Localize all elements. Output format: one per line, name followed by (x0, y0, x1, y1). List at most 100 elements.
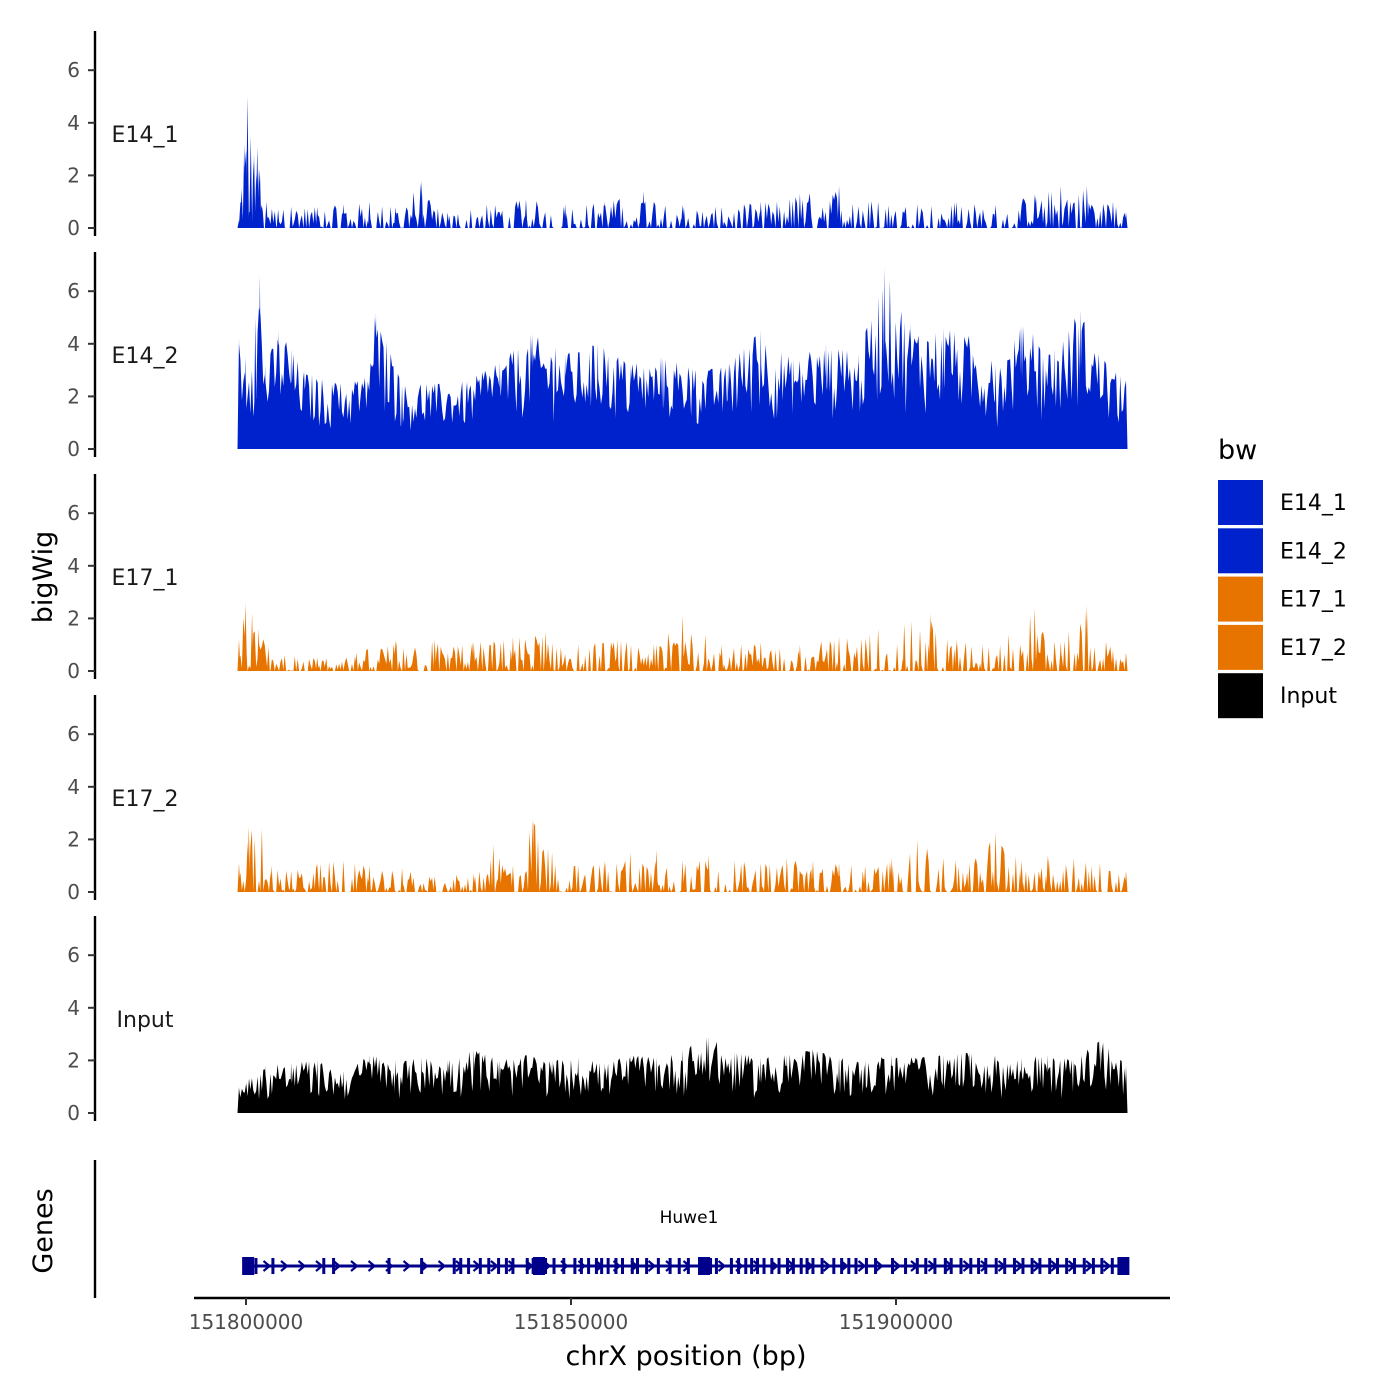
coverage-peak (491, 844, 495, 892)
coverage-peak (1085, 605, 1089, 671)
exon (1065, 1258, 1069, 1274)
legend-label: E14_2 (1280, 539, 1347, 564)
exon (799, 1258, 803, 1274)
coverage-peak (837, 1057, 841, 1113)
coverage-peak (257, 628, 261, 671)
coverage-peak (759, 201, 763, 228)
coverage-peak (446, 1060, 450, 1113)
y-tick-label: 0 (67, 659, 80, 683)
strand-arrow (665, 1260, 674, 1272)
coverage-peak (367, 1055, 371, 1113)
coverage-peak (615, 639, 619, 671)
y-tick-label: 6 (67, 279, 80, 303)
exon (891, 1258, 895, 1274)
exon (1003, 1258, 1007, 1274)
exon (677, 1258, 681, 1274)
exon (924, 1258, 928, 1274)
exon (630, 1258, 634, 1274)
exon (959, 1258, 963, 1274)
exon-large (698, 1257, 711, 1275)
exon (504, 1258, 508, 1274)
coverage-peak (707, 1036, 711, 1113)
coverage-peak (258, 275, 262, 449)
coverage-peak (967, 1052, 971, 1113)
coverage-peak (472, 1049, 476, 1113)
coverage-peak (576, 865, 580, 892)
coverage-peak (654, 1057, 658, 1113)
coverage-peak (1007, 634, 1011, 671)
coverage-peak (550, 852, 554, 892)
coverage-peak (260, 206, 264, 228)
exon (322, 1258, 326, 1274)
coverage-peak (1020, 1057, 1024, 1113)
exon (525, 1258, 529, 1274)
coverage-peak (315, 1060, 319, 1113)
coverage-peak (244, 602, 248, 671)
strand-arrow (490, 1260, 499, 1272)
coverage-peak (1033, 607, 1037, 671)
coverage-peak (889, 857, 893, 892)
coverage-peak (863, 865, 867, 892)
exon (579, 1258, 583, 1274)
coverage-peak (544, 631, 548, 671)
coverage-peak (707, 855, 711, 892)
exon (635, 1258, 639, 1274)
coverage-peak (1124, 652, 1128, 671)
coverage-area (239, 279, 1126, 449)
exon (587, 1258, 591, 1274)
exon (969, 1258, 973, 1274)
exon (645, 1258, 649, 1274)
coverage-peak (1072, 857, 1076, 892)
coverage-peak (237, 220, 241, 228)
coverage-peak (837, 185, 841, 228)
coverage-peak (694, 370, 698, 449)
coverage-peak (791, 359, 795, 449)
gene-track: Huwe1 (93, 1160, 1130, 1298)
exon (744, 1258, 748, 1274)
exon (874, 1258, 878, 1274)
strand-arrow (350, 1260, 359, 1272)
coverage-peak (245, 96, 249, 228)
coverage-peak (244, 356, 248, 449)
coverage-peak (628, 364, 632, 449)
coverage-peak (902, 623, 906, 671)
coverage-peak (1072, 1060, 1076, 1113)
coverage-peak (530, 818, 534, 892)
coverage-peak (465, 380, 469, 449)
coverage-peak (720, 206, 724, 228)
strand-arrow (402, 1260, 412, 1272)
y-tick-label: 6 (67, 943, 80, 967)
coverage-peak (785, 857, 789, 892)
coverage-peak (237, 338, 241, 449)
coverage-peak (250, 613, 254, 671)
exon (452, 1258, 456, 1274)
strand-arrow (262, 1260, 272, 1272)
legend-label: E17_2 (1280, 636, 1347, 661)
legend-label: E17_1 (1280, 588, 1347, 613)
coverage-peak (276, 330, 280, 449)
legend-swatch (1218, 480, 1263, 525)
strand-arrow (297, 1260, 307, 1272)
coverage-peak (511, 636, 515, 671)
exon (840, 1258, 844, 1274)
legend-label: Input (1280, 684, 1337, 709)
track-E17_1: 0 2 4 6 E17_1 (67, 474, 1128, 683)
coverage-peak (628, 852, 632, 892)
coverage-peak (367, 201, 371, 228)
coverage-peak (941, 857, 945, 892)
coverage-peak (733, 860, 737, 892)
coverage-peak (361, 380, 365, 449)
x-axis: 151800000 151850000 151900000 (189, 1296, 1170, 1334)
exon (847, 1258, 851, 1274)
coverage-peak (511, 865, 515, 892)
coverage-peak (315, 657, 319, 671)
legend: bw E14_1 E14_2 E17_1 E17_2 Input (1218, 435, 1347, 719)
coverage-peak (1020, 325, 1024, 449)
track-E17_2: 0 2 4 6 E17_2 (67, 695, 1128, 904)
coverage-peak (733, 1052, 737, 1113)
exon (600, 1258, 604, 1274)
exon (933, 1258, 937, 1274)
exon (832, 1258, 836, 1274)
coverage-peak (876, 201, 880, 228)
exon (977, 1258, 981, 1274)
